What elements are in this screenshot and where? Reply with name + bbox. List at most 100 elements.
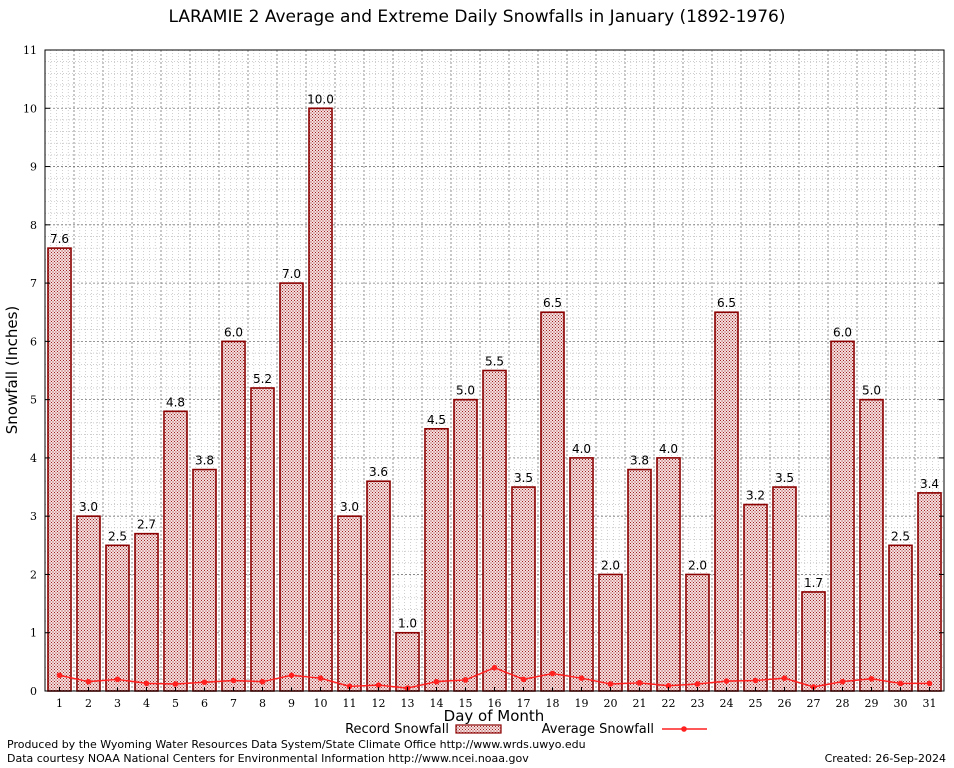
record-bar: [627, 468, 652, 692]
y-tick-label: 11: [23, 44, 37, 57]
average-point: [752, 677, 759, 684]
x-tick-label: 28: [836, 697, 850, 710]
bar-value-label: 5.0: [456, 384, 475, 398]
x-tick-label: 30: [894, 697, 908, 710]
x-tick-label: 7: [230, 697, 237, 710]
average-point: [259, 678, 266, 685]
x-tick-label: 16: [488, 697, 502, 710]
x-tick-label: 4: [143, 697, 150, 710]
record-bar: [308, 107, 333, 692]
bar-value-label: 6.5: [543, 296, 562, 310]
y-tick-label: 8: [30, 219, 37, 232]
average-point: [288, 672, 295, 679]
y-tick-label: 10: [23, 102, 37, 115]
bar-value-label: 5.5: [485, 355, 504, 369]
legend: Record Snowfall Average Snowfall: [345, 722, 707, 737]
bar-value-label: 4.0: [572, 442, 591, 456]
average-point: [839, 678, 846, 685]
record-bar: [453, 398, 478, 692]
average-point: [172, 681, 179, 687]
bar-value-label: 4.5: [427, 413, 446, 427]
y-tick-label: 9: [30, 161, 37, 174]
average-point: [346, 683, 353, 690]
average-line: [56, 664, 933, 691]
y-tick-label: 1: [30, 627, 37, 640]
average-point: [85, 678, 92, 685]
x-axis-ticks: 1 2 3 4 5 6 7 8 9 10 11 12 13 14 15 16 17 18 19 20 21 22 23 24 2…: [56, 687, 937, 710]
average-point: [56, 672, 63, 679]
bar-value-label: 6.0: [833, 325, 852, 339]
record-bar: [772, 486, 797, 692]
x-axis-label: Day of Month: [444, 707, 545, 725]
x-tick-label: 10: [314, 697, 328, 710]
record-bar: [337, 515, 362, 692]
chart-title: LARAMIE 2 Average and Extreme Daily Snow…: [168, 7, 786, 27]
record-bar: [859, 398, 884, 692]
average-point: [433, 678, 440, 685]
y-axis-ticks: 0 1 2 3 4 5 6 7 8 9 10 11: [23, 44, 944, 698]
average-point: [549, 670, 556, 677]
bar-value-label: 3.0: [340, 500, 359, 514]
bar-value-label: 4.0: [659, 442, 678, 456]
bar-value-label: 3.6: [369, 465, 388, 479]
average-point: [723, 678, 730, 684]
legend-record-swatch: [455, 724, 502, 734]
bar-value-label: 2.5: [891, 529, 910, 543]
legend-average-label: Average Snowfall: [542, 722, 654, 737]
record-bar: [917, 492, 942, 692]
bar-value-label: 3.0: [79, 500, 98, 514]
legend-record-label: Record Snowfall: [345, 722, 449, 737]
bar-value-label: 5.0: [862, 384, 881, 398]
average-point: [810, 684, 817, 690]
x-tick-label: 17: [517, 697, 531, 710]
x-tick-label: 8: [259, 697, 266, 710]
record-bar: [221, 340, 246, 692]
x-tick-label: 13: [401, 697, 415, 710]
record-bar: [511, 486, 536, 692]
record-bar: [656, 457, 681, 692]
record-bar: [250, 387, 275, 692]
y-tick-label: 4: [30, 452, 37, 465]
record-bar: [424, 427, 449, 692]
x-tick-label: 2: [85, 697, 92, 710]
bar-value-label: 5.2: [253, 372, 272, 386]
x-tick-label: 29: [865, 697, 879, 710]
average-point: [636, 680, 643, 686]
record-bar: [685, 573, 710, 692]
bar-value-label: 2.0: [601, 558, 620, 572]
record-bar: [888, 544, 913, 692]
record-bar: [801, 591, 826, 692]
y-axis-label: Snowfall (Inches): [3, 306, 21, 434]
x-tick-label: 21: [633, 697, 647, 710]
record-bar: [76, 515, 101, 692]
average-point: [868, 675, 875, 682]
record-bar: [134, 532, 159, 692]
record-bar: [830, 340, 855, 692]
x-tick-label: 12: [372, 697, 386, 710]
y-tick-label: 7: [30, 277, 37, 290]
y-tick-label: 3: [30, 510, 37, 523]
average-point: [317, 675, 324, 681]
average-point: [694, 681, 701, 687]
record-bar: [569, 457, 594, 692]
record-bar: [279, 282, 304, 692]
bar-value-label: 4.8: [166, 395, 185, 409]
record-bar: [482, 369, 507, 692]
record-bar: [47, 247, 72, 692]
x-tick-label: 11: [343, 697, 357, 710]
footer-created: Created: 26-Sep-2024: [824, 752, 946, 765]
x-tick-label: 14: [430, 697, 444, 710]
bar-value-label: 3.2: [746, 489, 765, 503]
bar-value-label: 3.5: [514, 471, 533, 485]
x-tick-label: 24: [720, 697, 734, 710]
average-point: [578, 675, 585, 681]
x-tick-label: 3: [114, 697, 121, 710]
record-bar: [105, 544, 130, 692]
bar-value-label: 1.7: [804, 576, 823, 590]
bar-value-label: 2.0: [688, 558, 707, 572]
average-point: [926, 680, 933, 687]
bar-value-label: 6.0: [224, 325, 243, 339]
record-bar: [743, 503, 768, 692]
record-bar: [192, 468, 217, 692]
average-point: [375, 682, 382, 688]
